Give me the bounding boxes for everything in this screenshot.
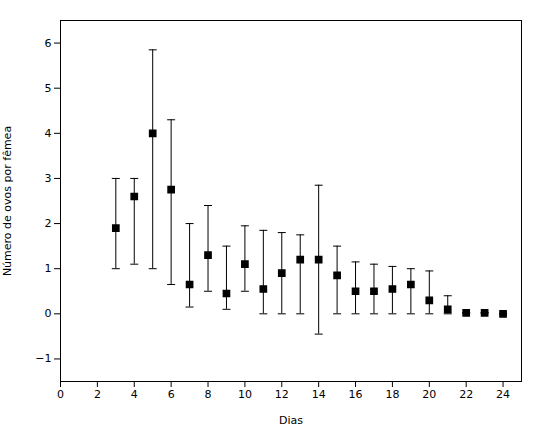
svg-text:2: 2 [45, 217, 52, 230]
svg-text:12: 12 [275, 388, 289, 401]
svg-text:Dias: Dias [279, 414, 303, 426]
svg-text:16: 16 [349, 388, 363, 401]
svg-text:24: 24 [496, 388, 510, 401]
svg-text:1: 1 [45, 262, 52, 275]
svg-text:−1: −1 [35, 352, 51, 365]
svg-text:6: 6 [168, 388, 175, 401]
svg-text:4: 4 [45, 127, 52, 140]
svg-text:14: 14 [312, 388, 326, 401]
svg-text:8: 8 [205, 388, 212, 401]
svg-text:0: 0 [57, 388, 64, 401]
svg-text:6: 6 [45, 37, 52, 50]
svg-text:0: 0 [45, 307, 52, 320]
svg-text:3: 3 [45, 172, 52, 185]
svg-text:4: 4 [131, 388, 138, 401]
svg-text:18: 18 [385, 388, 399, 401]
svg-text:Número de ovos por fêmea: Número de ovos por fêmea [1, 126, 14, 276]
svg-text:20: 20 [422, 388, 436, 401]
svg-text:5: 5 [45, 82, 52, 95]
svg-text:10: 10 [238, 388, 252, 401]
svg-text:22: 22 [459, 388, 473, 401]
svg-text:2: 2 [94, 388, 101, 401]
